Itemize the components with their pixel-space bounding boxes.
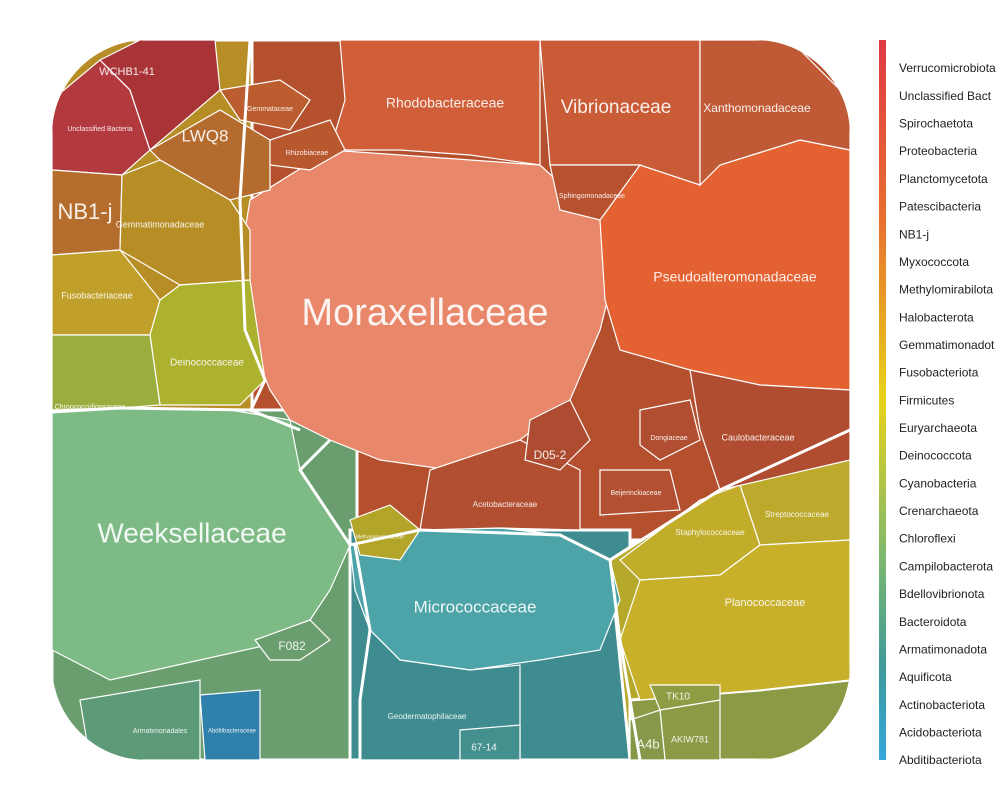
cell-label: LWQ8 [182, 126, 229, 145]
phylum-border [238, 40, 267, 413]
cell-label: Caulobacteraceae [721, 432, 794, 442]
cell [199, 689, 261, 760]
phylum-border [298, 428, 850, 562]
cell [254, 619, 331, 661]
cell-label: Xanthomonadaceae [703, 101, 811, 115]
cell-label: NB1-j [57, 199, 112, 224]
legend-label: Gemmatimonadot [899, 338, 995, 352]
cell-label: A4b [636, 736, 659, 751]
cell-label: Pseudoalteromonadaceae [653, 269, 817, 285]
cell [459, 724, 521, 760]
legend-label: Euryarchaeota [899, 421, 977, 435]
legend-label: Actinobacteriota [899, 698, 985, 712]
cell-label: AKIW781 [671, 734, 709, 744]
cell-label: D05-2 [534, 448, 567, 462]
legend-label: Acidobacteriota [899, 725, 982, 739]
cell-label: Gemmatimonadaceae [116, 219, 205, 229]
legend-label: Abditibacteriota [899, 753, 982, 767]
cell [539, 40, 701, 186]
cell [599, 469, 681, 516]
legend-label: Unclassified Bact [899, 89, 992, 103]
cell-label: Weeksellaceae [97, 517, 286, 548]
cell-label: Planococcaceae [725, 597, 806, 609]
legend-label: Methylomirabilota [899, 283, 993, 297]
cell [269, 119, 346, 171]
legend-label: Aquificota [899, 670, 952, 684]
treemap: Moraxellaceae Weeksellaceae Micrococcaceae… [52, 40, 850, 760]
legend-label: Spirochaetota [899, 117, 973, 131]
legend-label: Chloroflexi [899, 532, 956, 546]
legend-label: Campilobacterota [899, 559, 993, 573]
cell [639, 399, 701, 461]
cell-label: Deinococcaceae [170, 358, 244, 369]
cell-label: Fusobacteriaceae [61, 290, 133, 300]
cell-label: Streptococcaceae [765, 510, 830, 519]
cell [649, 684, 721, 711]
cell-label: 67-14 [471, 743, 497, 754]
cell [218, 79, 311, 131]
cell-label: TK10 [666, 692, 690, 703]
cell-label: Rhizobiaceae [286, 150, 329, 157]
cell-label: Dongiaceae [650, 435, 687, 442]
cell [689, 369, 850, 491]
legend-label: Halobacterota [899, 310, 974, 324]
cell [599, 139, 850, 391]
cell-label: Micrococcaceae [414, 597, 537, 616]
cell [149, 279, 266, 406]
legend-label: Verrucomicrobiota [899, 61, 996, 75]
legend-label: Bacteroidota [899, 615, 967, 629]
cell [119, 159, 251, 286]
legend-label: Armatimonadota [899, 642, 987, 656]
cell [524, 399, 591, 471]
cell-label: Moraxellaceae [301, 292, 548, 334]
cell [549, 164, 642, 221]
cell-label: Vibrionaceae [561, 97, 672, 118]
legend-label: Bdellovibrionota [899, 587, 985, 601]
legend-label: Patescibacteria [899, 200, 981, 214]
legend-label: Crenarchaeota [899, 504, 979, 518]
legend-label: Fusobacteriota [899, 366, 979, 380]
legend-label: Firmicutes [899, 393, 954, 407]
cell-label: Gemmataceae [247, 106, 293, 113]
cell [52, 407, 351, 681]
cell-label: F082 [278, 639, 306, 653]
legend-label: Planctomycetota [899, 172, 988, 186]
legend-label: Proteobacteria [899, 144, 977, 158]
legend-label: Myxococcota [899, 255, 969, 269]
phylum-border [608, 559, 642, 760]
legend-colorbar [879, 40, 886, 760]
cell-label: Staphylococcaceae [675, 528, 745, 537]
cell-label: Abditibacteraceae [208, 729, 257, 735]
phylum-border [52, 406, 301, 432]
cell-label: WCHB1-41 [99, 66, 155, 78]
cell [52, 334, 161, 411]
cell-label: Beijerinckiaceae [611, 490, 662, 497]
cell-label: Geodermatophilaceae [388, 712, 467, 721]
cell [349, 504, 421, 561]
legend-label: Cyanobacteria [899, 476, 977, 490]
cell [329, 40, 541, 166]
phylum-border [353, 544, 372, 760]
cell [619, 539, 850, 701]
cell-label: Rhodobacteraceae [386, 95, 505, 111]
cell-label: Acetobacteraceae [473, 500, 538, 509]
cell-label: Sphingomonadaceae [559, 193, 625, 200]
legend-label: NB1-j [899, 227, 929, 241]
legend-label: Deinococcota [899, 449, 972, 463]
cell-label: Chroococcidiopsaceae [55, 404, 126, 411]
cell-label: Armatimonadales [133, 728, 188, 735]
cell-label: Unclassified Bacteria [67, 126, 132, 133]
